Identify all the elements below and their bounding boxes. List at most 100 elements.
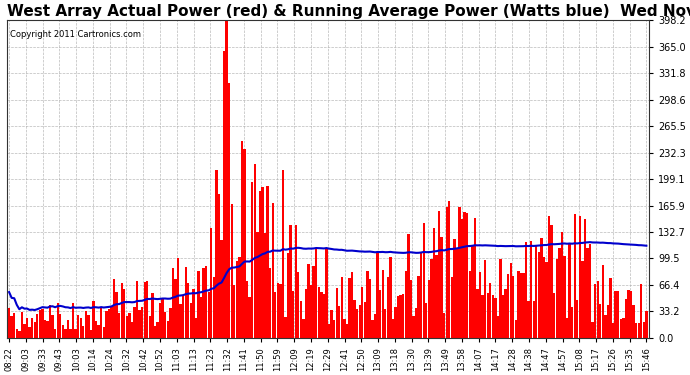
Bar	[382, 270, 384, 338]
Bar	[428, 280, 430, 338]
Bar	[535, 245, 538, 338]
Bar	[594, 284, 596, 338]
Bar	[402, 294, 404, 338]
Bar	[195, 318, 197, 338]
Bar	[284, 317, 286, 338]
Bar	[627, 290, 630, 338]
Bar	[425, 303, 427, 338]
Bar	[82, 326, 84, 338]
Bar	[417, 276, 420, 338]
Bar	[43, 320, 46, 338]
Bar	[157, 322, 159, 338]
Bar	[630, 291, 632, 338]
Bar	[266, 186, 269, 338]
Bar	[624, 299, 627, 338]
Bar	[256, 232, 259, 338]
Bar	[443, 313, 445, 338]
Bar	[226, 20, 228, 338]
Bar	[504, 290, 506, 338]
Bar	[433, 228, 435, 338]
Bar	[315, 248, 317, 338]
Bar	[193, 289, 195, 338]
Bar	[615, 291, 617, 338]
Bar	[246, 281, 248, 338]
Bar	[131, 322, 133, 338]
Bar	[343, 319, 346, 338]
Bar	[384, 309, 386, 338]
Bar	[338, 306, 340, 338]
Bar	[364, 302, 366, 338]
Bar	[464, 212, 466, 338]
Bar	[272, 203, 274, 338]
Bar	[238, 257, 241, 338]
Bar	[415, 308, 417, 338]
Bar	[87, 315, 90, 338]
Bar	[484, 260, 486, 338]
Bar	[497, 315, 499, 338]
Bar	[448, 201, 451, 338]
Bar	[489, 284, 491, 338]
Bar	[307, 264, 310, 338]
Bar	[476, 289, 479, 338]
Bar	[200, 297, 202, 338]
Text: Copyright 2011 Cartronics.com: Copyright 2011 Cartronics.com	[10, 30, 141, 39]
Bar	[520, 273, 522, 338]
Bar	[279, 285, 282, 338]
Bar	[420, 253, 422, 338]
Bar	[202, 267, 205, 338]
Bar	[492, 295, 494, 338]
Bar	[205, 266, 207, 338]
Bar	[236, 261, 238, 338]
Bar	[479, 272, 481, 338]
Bar	[310, 285, 313, 338]
Bar	[323, 294, 325, 338]
Bar	[392, 319, 394, 338]
Bar	[233, 285, 235, 338]
Bar	[223, 51, 225, 338]
Bar	[518, 271, 520, 338]
Bar	[121, 284, 123, 338]
Bar	[264, 233, 266, 338]
Bar	[386, 277, 389, 338]
Bar	[16, 329, 18, 338]
Bar	[241, 141, 243, 338]
Bar	[645, 311, 647, 338]
Bar	[379, 290, 382, 338]
Bar	[313, 267, 315, 338]
Bar	[64, 329, 66, 338]
Bar	[289, 225, 292, 338]
Bar	[123, 289, 126, 338]
Bar	[525, 242, 527, 338]
Bar	[297, 272, 299, 338]
Bar	[151, 293, 154, 338]
Bar	[259, 190, 261, 338]
Bar	[128, 313, 130, 338]
Bar	[361, 288, 364, 338]
Bar	[451, 277, 453, 338]
Bar	[85, 311, 87, 338]
Bar	[251, 182, 253, 338]
Bar	[638, 323, 640, 338]
Bar	[218, 194, 220, 338]
Bar	[31, 318, 33, 338]
Bar	[187, 283, 190, 338]
Bar	[113, 279, 115, 338]
Bar	[197, 270, 199, 338]
Bar	[36, 314, 39, 338]
Bar	[34, 322, 36, 338]
Bar	[182, 295, 184, 338]
Bar	[305, 289, 307, 338]
Bar	[105, 311, 108, 338]
Bar	[57, 303, 59, 338]
Bar	[39, 310, 41, 338]
Bar	[110, 306, 112, 338]
Bar	[555, 260, 558, 338]
Bar	[404, 272, 407, 338]
Bar	[146, 281, 148, 338]
Bar	[118, 313, 120, 338]
Bar	[346, 324, 348, 338]
Bar	[41, 309, 43, 338]
Bar	[77, 315, 79, 338]
Bar	[446, 207, 448, 338]
Bar	[269, 268, 271, 338]
